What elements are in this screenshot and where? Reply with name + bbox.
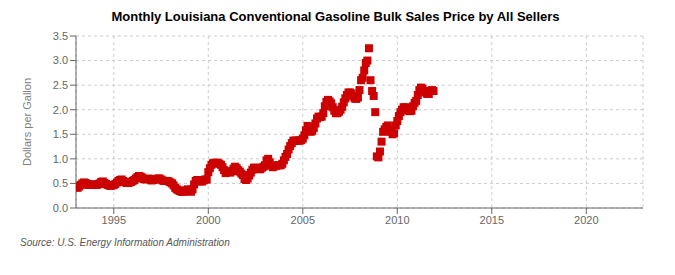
- svg-text:3.5: 3.5: [53, 30, 68, 42]
- svg-text:2005: 2005: [291, 214, 315, 226]
- svg-text:2.5: 2.5: [53, 79, 68, 91]
- svg-text:3.0: 3.0: [53, 54, 68, 66]
- svg-text:0.5: 0.5: [53, 177, 68, 189]
- svg-text:2.0: 2.0: [53, 104, 68, 116]
- svg-text:1.5: 1.5: [53, 128, 68, 140]
- svg-text:2015: 2015: [480, 214, 504, 226]
- svg-text:1995: 1995: [102, 214, 126, 226]
- svg-text:Dollars per Gallon: Dollars per Gallon: [21, 78, 33, 166]
- svg-text:0.0: 0.0: [53, 202, 68, 214]
- svg-text:2020: 2020: [574, 214, 598, 226]
- html-text:Source: U.S. Energy Informatio: Source: U.S. Energy Information Administ…: [20, 237, 230, 248]
- svg-text:2000: 2000: [196, 214, 220, 226]
- svg-text:1.0: 1.0: [53, 153, 68, 165]
- html-text:Monthly Louisiana Conventional: Monthly Louisiana Conventional Gasoline …: [111, 9, 560, 24]
- svg-text:2010: 2010: [385, 214, 409, 226]
